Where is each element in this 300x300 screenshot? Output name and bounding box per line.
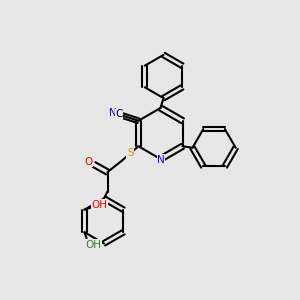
Text: N: N (157, 154, 165, 165)
Text: S: S (127, 148, 134, 158)
Text: OH: OH (85, 240, 101, 250)
Text: C: C (115, 110, 123, 119)
Text: N: N (109, 108, 117, 118)
Text: OH: OH (92, 200, 107, 210)
Text: O: O (85, 157, 93, 166)
